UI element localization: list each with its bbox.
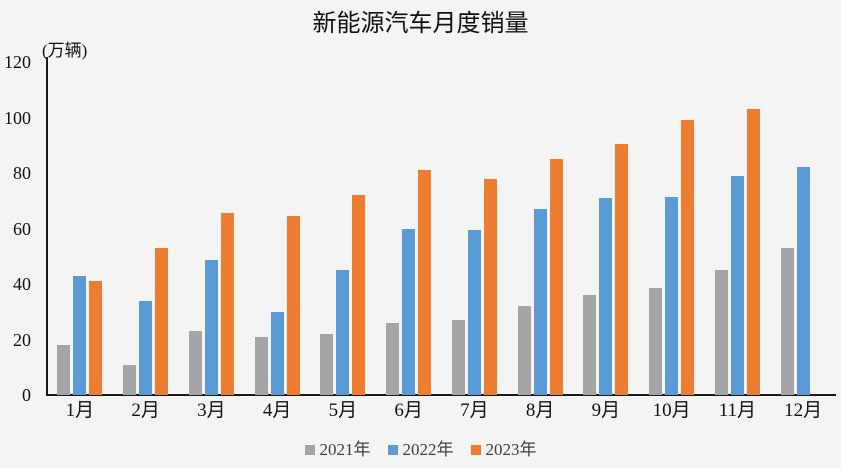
x-tick-label-1月: 1月 (65, 400, 95, 421)
bar-2023年-11月 (746, 109, 760, 395)
y-tick-label: 100 (4, 107, 31, 128)
x-tick-label-3月: 3月 (197, 400, 226, 421)
y-tick-label: 20 (13, 329, 31, 350)
bar-2022年-9月 (599, 198, 613, 395)
bar-group-11月 (705, 62, 771, 395)
bar-2023年-6月 (418, 170, 432, 395)
bar-group-4月 (244, 62, 310, 395)
bar-2023年-7月 (483, 178, 497, 395)
x-tick-label-8月: 8月 (525, 400, 555, 421)
bar-2021年-8月 (517, 306, 531, 395)
y-tick-label: 60 (13, 218, 31, 239)
bar-2023年-1月 (89, 281, 103, 395)
bar-2022年-10月 (665, 196, 679, 395)
chart-title: 新能源汽车月度销量 (312, 11, 529, 37)
bar-2022年-2月 (139, 300, 153, 395)
bar-2022年-7月 (467, 229, 481, 395)
bar-2022年-4月 (270, 311, 284, 395)
bar-2023年-4月 (286, 216, 300, 395)
y-tick-label: 40 (13, 274, 31, 294)
bar-2021年-7月 (451, 320, 465, 395)
legend-label: 2023年 (485, 440, 537, 459)
bar-group-12月 (770, 62, 836, 395)
x-tick-label-2月: 2月 (131, 400, 160, 421)
legend: 2021年 2022年 2023年 (0, 440, 841, 459)
bar-group-7月 (442, 62, 508, 395)
bar-2023年-9月 (615, 143, 629, 395)
y-tick-label: 120 (4, 52, 31, 72)
legend-swatch-icon (470, 444, 481, 455)
bar-group-10月 (639, 62, 705, 395)
x-tick-label-7月: 7月 (460, 400, 489, 421)
bar-2021年-2月 (123, 364, 137, 395)
bar-2021年-4月 (254, 336, 268, 395)
legend-swatch-icon (387, 444, 398, 455)
bar-2023年-10月 (681, 120, 695, 395)
bar-2021年-12月 (780, 247, 794, 395)
y-tick-label: 80 (13, 163, 31, 183)
bar-2022年-11月 (730, 175, 744, 395)
x-tick-label-4月: 4月 (262, 400, 292, 421)
bar-2021年-11月 (714, 270, 728, 395)
bar-2023年-3月 (220, 213, 234, 395)
bar-group-6月 (376, 62, 442, 395)
bar-group-9月 (573, 62, 639, 395)
y-axis-unit-label: (万辆) (42, 41, 88, 60)
x-tick-label-5月: 5月 (328, 400, 358, 421)
bar-2023年-5月 (352, 195, 366, 395)
bar-group-8月 (507, 62, 573, 395)
x-axis-line (46, 394, 836, 396)
legend-item-2021年: 2021年 (304, 440, 371, 459)
bar-2021年-5月 (320, 333, 334, 395)
plot-area (47, 62, 836, 395)
bar-2023年-8月 (549, 159, 563, 395)
bar-2021年-9月 (583, 295, 597, 395)
x-tick-label-12月: 12月 (784, 400, 823, 421)
y-tick-label: 0 (22, 385, 31, 405)
bar-2021年-1月 (57, 345, 71, 395)
bar-2022年-6月 (402, 228, 416, 395)
bar-group-2月 (113, 62, 179, 395)
x-tick-label-6月: 6月 (394, 400, 423, 421)
legend-label: 2022年 (402, 440, 454, 459)
bar-group-3月 (179, 62, 245, 395)
x-axis-labels: 1月 2月 3月 4月 5月 6月 7月 8月 9月 10月 11月 12月 (47, 400, 836, 422)
bar-2021年-3月 (188, 331, 202, 395)
bar-2022年-12月 (796, 167, 810, 395)
bar-2022年-8月 (533, 209, 547, 395)
x-tick-label-9月: 9月 (591, 400, 621, 421)
bar-2022年-3月 (204, 260, 218, 395)
x-tick-label-10月: 10月 (652, 400, 691, 421)
legend-label: 2021年 (319, 440, 371, 459)
legend-item-2022年: 2022年 (387, 440, 454, 459)
x-tick-label-11月: 11月 (718, 400, 757, 421)
y-axis-line (46, 57, 48, 395)
legend-swatch-icon (304, 444, 315, 455)
bar-group-1月 (47, 62, 113, 395)
bar-group-5月 (310, 62, 376, 395)
bar-2023年-2月 (155, 247, 169, 395)
bar-2022年-5月 (336, 270, 350, 395)
legend-item-2023年: 2023年 (470, 440, 537, 459)
bar-2021年-6月 (386, 322, 400, 395)
bar-2021年-10月 (649, 288, 663, 395)
bar-2022年-1月 (73, 275, 87, 395)
